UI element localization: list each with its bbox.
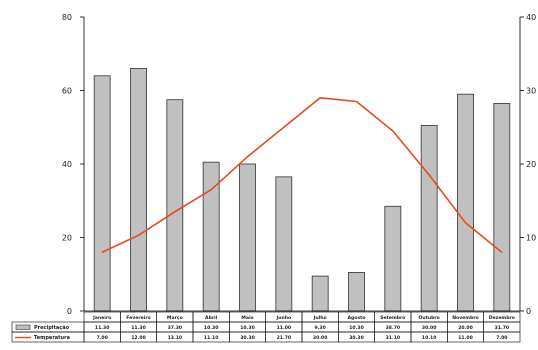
- table-cell-value: 11.30: [131, 325, 146, 331]
- bar-outubro: [420, 125, 438, 312]
- table-cell-value: 10.10: [422, 335, 437, 341]
- x-tick-label: Abril: [205, 315, 218, 321]
- temperature-point-setembro: [392, 130, 394, 132]
- bar-novembro: [457, 93, 474, 312]
- table-cell-value: 7.00: [96, 335, 107, 341]
- x-tick-label: Janeiro: [92, 315, 111, 321]
- y-tick-label-right: 0: [526, 307, 531, 316]
- table-cell-value: 11.30: [95, 325, 110, 331]
- x-tick-label: Maio: [241, 315, 253, 321]
- y-tick-label-left: 0: [67, 307, 72, 316]
- table-cell-value: 13.10: [168, 335, 183, 341]
- x-tick-label: Junho: [275, 315, 291, 321]
- bar-dezembro: [493, 102, 511, 312]
- bar-agosto: [348, 272, 365, 312]
- bar-janeiro: [93, 75, 111, 312]
- table-cell-value: 21.70: [277, 335, 292, 341]
- bars-layer: [93, 68, 511, 312]
- table-cell-value: 37.30: [168, 325, 183, 331]
- temperature-point-novembro: [464, 222, 467, 224]
- y-tick-label-right: 20: [526, 160, 536, 169]
- x-tick-label: Março: [167, 315, 183, 321]
- x-tick-label: Setembro: [380, 315, 405, 321]
- legend-label: Temperatura: [34, 335, 70, 341]
- table-cell-value: 10.30: [240, 325, 255, 331]
- data-table: Janeiro Fevereiro Março Abril Maio Junho Julho…: [11, 311, 521, 343]
- table-cell-value: 12.00: [131, 335, 146, 341]
- temperature-line: [101, 97, 503, 253]
- bar-março: [166, 99, 184, 312]
- y-tick-label-right: 40: [526, 13, 536, 22]
- table-cell-value: 10.30: [349, 325, 364, 331]
- axes-layer: 0 20 40 60 80 0 10 20 30 40: [62, 13, 536, 316]
- x-tick-label: Outubro: [418, 315, 439, 321]
- x-tick-label: Novembro: [452, 315, 479, 321]
- table-cell-value: 20.00: [458, 325, 473, 331]
- temperature-point-junho: [283, 126, 285, 128]
- table-cell-value: 10.30: [204, 325, 219, 331]
- x-tick-label: Fevereiro: [126, 315, 151, 321]
- y-tick-label-right: 30: [526, 87, 536, 96]
- table-cell-value: 30.30: [240, 335, 255, 341]
- table-cell-value: 9.30: [314, 325, 325, 331]
- table-cell-value: 11.00: [277, 325, 292, 331]
- legend-swatch-precipitacao: [15, 324, 31, 330]
- table-cell-value: 30.00: [313, 335, 328, 341]
- temperature-point-dezembro: [501, 251, 503, 253]
- temperature-point-janeiro: [101, 251, 103, 253]
- table-cell-value: 7.00: [496, 335, 507, 341]
- table-cell-value: 31.10: [386, 335, 401, 341]
- x-tick-label: Dezembro: [489, 315, 515, 321]
- line-layer: [101, 97, 503, 253]
- bar-maio: [239, 163, 256, 312]
- table-cell-value: 11.00: [458, 335, 473, 341]
- y-tick-label-left: 80: [62, 13, 72, 22]
- y-tick-label-left: 20: [62, 234, 72, 243]
- temperature-point-outubro: [428, 174, 430, 176]
- y-tick-label-left: 60: [62, 87, 72, 96]
- table-cell-value: 31.70: [495, 325, 510, 331]
- x-tick-label: Agosto: [347, 315, 365, 321]
- bar-julho: [311, 275, 329, 312]
- legend-label: Precipitação: [34, 325, 70, 331]
- x-tick-label: Julho: [313, 315, 327, 321]
- bar-fevereiro: [130, 68, 147, 312]
- temperature-point-agosto: [355, 100, 358, 103]
- bar-junho: [275, 176, 293, 312]
- table-cell-value: 30.00: [422, 325, 437, 331]
- table-cell-value: 38.70: [386, 325, 401, 331]
- y-tick-label-left: 40: [62, 160, 72, 169]
- temperature-point-março: [174, 211, 176, 213]
- temperature-point-julho: [319, 97, 321, 99]
- temperature-point-abril: [210, 189, 212, 191]
- table-cell-value: 11.10: [204, 335, 219, 341]
- y-tick-label-right: 10: [526, 234, 536, 243]
- bar-setembro: [384, 205, 402, 312]
- table-cell-value: 30.30: [349, 335, 364, 341]
- temperature-point-maio: [246, 156, 249, 158]
- table-cell: [483, 331, 521, 343]
- temperature-point-fevereiro: [137, 234, 140, 236]
